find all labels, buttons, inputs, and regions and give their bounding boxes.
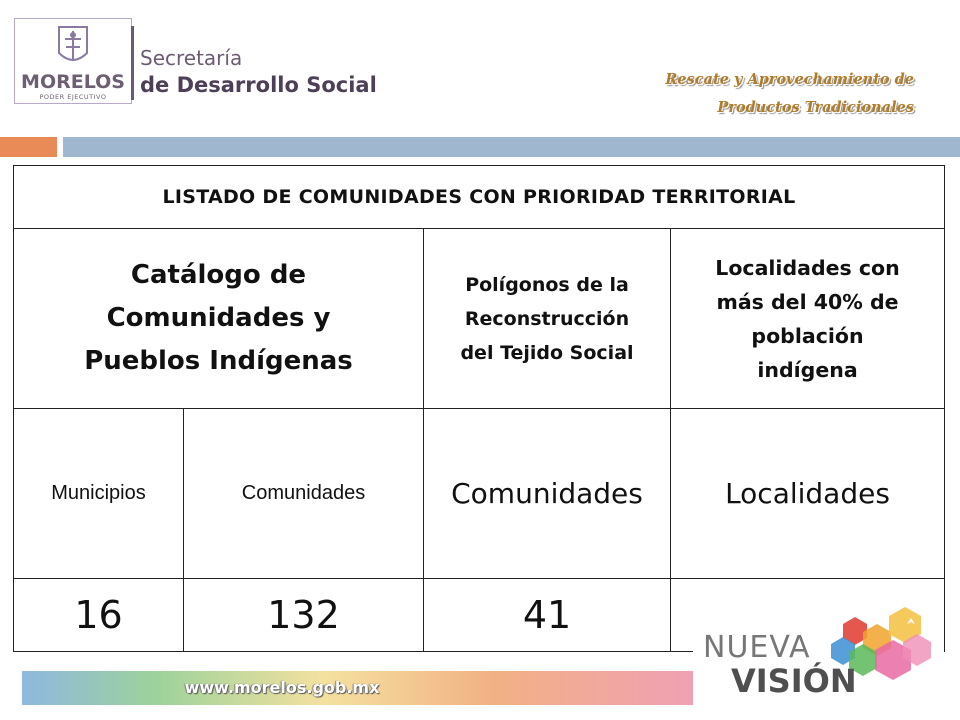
header-poligonos: Polígonos de la Reconstrucción del Tejid… <box>423 228 671 409</box>
header-poligonos-line: Polígonos de la <box>465 273 629 296</box>
header-catalogo-line: Comunidades y <box>106 303 331 333</box>
header-catalogo: Catálogo de Comunidades y Pueblos Indíge… <box>13 228 424 409</box>
value-comunidades: 132 <box>183 578 424 652</box>
table-header-row: Catálogo de Comunidades y Pueblos Indíge… <box>13 228 945 409</box>
header-localidades-line: Localidades con <box>715 255 900 280</box>
table-subheader-row: Municipios Comunidades Comunidades Local… <box>13 408 945 579</box>
header-poligonos-line: Reconstrucción <box>464 307 630 330</box>
program-title-line2: Productos Tradicionales <box>717 99 914 116</box>
header-localidades-line: indígena <box>757 357 858 382</box>
accent-bar-orange <box>0 137 57 157</box>
nueva-vision-logo: NUEVA VISIÓN <box>693 594 944 720</box>
table-title: LISTADO DE COMUNIDADES CON PRIORIDAD TER… <box>13 165 945 229</box>
header-poligonos-line: del Tejido Social <box>460 341 634 364</box>
value-municipios: 16 <box>13 578 184 652</box>
nueva-label: NUEVA <box>703 630 811 665</box>
header-localidades: Localidades con más del 40% de población… <box>670 228 945 409</box>
communities-table: LISTADO DE COMUNIDADES CON PRIORIDAD TER… <box>13 165 945 652</box>
subheader-comunidades-poligonos: Comunidades <box>423 408 671 579</box>
program-title: Rescate y Aprovechamiento de Productos T… <box>665 66 914 122</box>
logo-divider <box>131 26 134 100</box>
secretaria-label: Secretaría <box>140 46 243 70</box>
subheader-municipios: Municipios <box>13 408 184 579</box>
morelos-logo: MORELOS PODER EJECUTIVO <box>14 18 132 104</box>
logo-wordmark: MORELOS <box>21 71 125 93</box>
table-title-row: LISTADO DE COMUNIDADES CON PRIORIDAD TER… <box>13 165 945 229</box>
footer-bar <box>22 671 694 705</box>
header-localidades-line: población <box>751 323 864 348</box>
value-comunidades-poligonos: 41 <box>423 578 671 652</box>
program-title-line1: Rescate y Aprovechamiento de <box>665 71 914 88</box>
logo-subtitle: PODER EJECUTIVO <box>39 93 107 101</box>
vision-label: VISIÓN <box>731 662 857 700</box>
accent-bar-blue <box>63 137 960 157</box>
header-catalogo-line: Catálogo de <box>130 260 307 290</box>
subheader-localidades: Localidades <box>670 408 945 579</box>
subheader-comunidades: Comunidades <box>183 408 424 579</box>
footer-url[interactable]: www.morelos.gob.mx <box>184 678 380 697</box>
morelos-crest-icon <box>58 26 88 61</box>
hexagons-icon <box>831 607 931 680</box>
header-localidades-line: más del 40% de <box>716 289 899 314</box>
secretaria-department: de Desarrollo Social <box>140 73 377 97</box>
header-catalogo-line: Pueblos Indígenas <box>84 346 353 376</box>
